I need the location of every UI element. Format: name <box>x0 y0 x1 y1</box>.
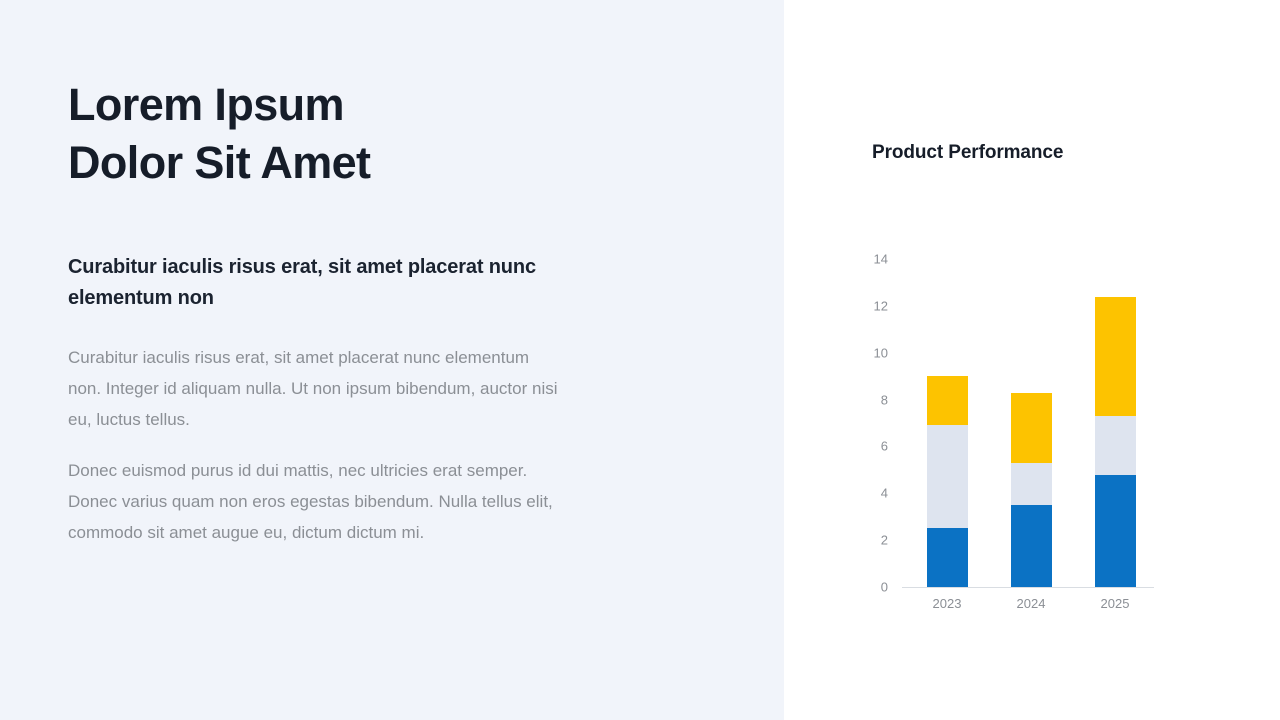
y-axis-tick-label: 8 <box>880 392 888 408</box>
headline-line-2: Dolor Sit Amet <box>68 137 371 188</box>
y-axis-tick-label: 0 <box>880 579 888 595</box>
chart-bar-segment <box>1010 462 1052 505</box>
text-block: Lorem Ipsum Dolor Sit Amet Curabitur iac… <box>68 76 568 548</box>
y-axis-tick-label: 10 <box>873 345 888 361</box>
chart-bar-segment <box>1094 296 1136 416</box>
chart-bar-segment <box>926 528 968 587</box>
x-axis-tick-label: 2024 <box>1016 596 1046 611</box>
x-axis-tick-label: 2023 <box>932 596 962 611</box>
y-axis-tick-label: 6 <box>880 438 888 454</box>
chart-bar-segment <box>1010 505 1052 587</box>
y-axis-tick-label: 14 <box>873 251 888 267</box>
chart-bar[interactable]: 2025 <box>1094 296 1136 611</box>
headline-line-1: Lorem Ipsum <box>68 79 345 130</box>
body-paragraph-2: Donec euismod purus id dui mattis, nec u… <box>68 461 553 542</box>
x-axis-tick-label: 2025 <box>1100 596 1130 611</box>
chart-bar[interactable]: 2023 <box>926 376 968 611</box>
chart-bar-segment <box>1010 392 1052 463</box>
stacked-bar-chart: 0 2 4 6 8 10 12 14 2023 2024 2025 <box>862 240 1252 630</box>
subheading: Curabitur iaculis risus erat, sit amet p… <box>68 256 536 309</box>
page-title: Lorem Ipsum Dolor Sit Amet <box>68 76 568 192</box>
chart-bar-segment <box>1094 415 1136 475</box>
chart-plot-area: 0 2 4 6 8 10 12 14 2023 2024 2025 <box>874 252 1154 611</box>
chart-bar-segment <box>926 376 968 426</box>
right-chart-panel: Product Performance 0 2 4 6 8 10 12 14 2023 2024 2… <box>784 0 1280 720</box>
y-axis-tick-label: 12 <box>873 298 888 314</box>
body-paragraph-1: Curabitur iaculis risus erat, sit amet p… <box>68 348 558 429</box>
left-content-panel: Lorem Ipsum Dolor Sit Amet Curabitur iac… <box>0 0 784 720</box>
chart-bar-segment <box>1094 474 1136 587</box>
y-axis-tick-label: 2 <box>880 532 888 548</box>
y-axis-tick-label: 4 <box>880 485 888 501</box>
x-axis-line <box>902 587 1154 588</box>
chart-bar[interactable]: 2024 <box>1010 392 1052 611</box>
chart-bar-segment <box>926 425 968 529</box>
chart-title: Product Performance <box>872 142 1064 163</box>
